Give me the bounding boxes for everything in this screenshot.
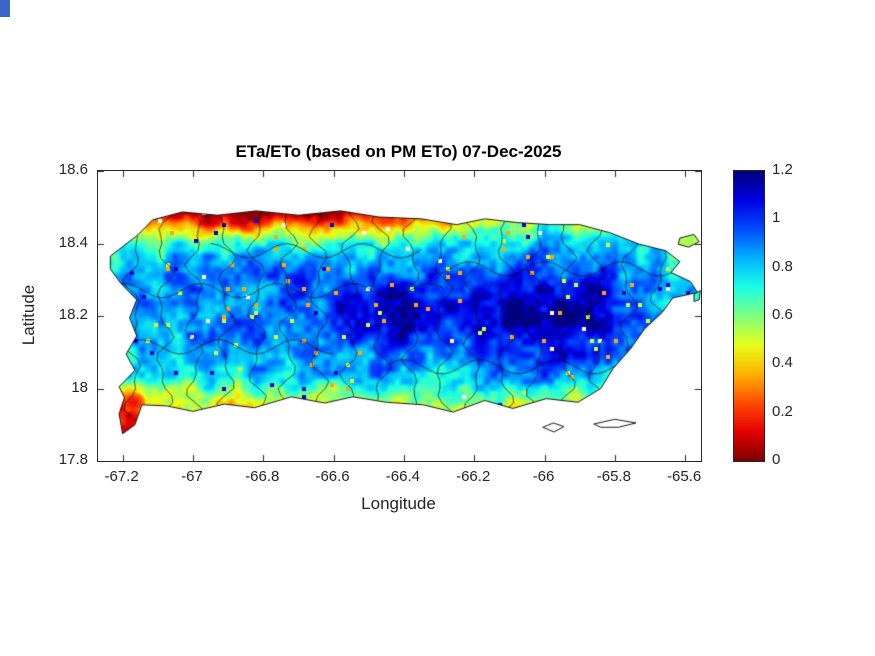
y-tick-label: 17.8 [58,451,88,468]
x-tick-label: -66.4 [385,468,420,485]
x-tick-label: -65.8 [596,468,631,485]
colorbar-tick-label: 0.2 [772,402,793,420]
x-axis-label: Longitude [361,494,436,513]
x-tick-label: -66.2 [456,468,491,485]
plot-area [97,170,702,462]
colorbar-gradient [734,171,764,461]
screen-corner-artifact [0,0,10,17]
x-tick-label: -66.6 [315,468,350,485]
colorbar-tick-label: 0.8 [772,257,793,275]
x-tick-label: -67.2 [104,468,139,485]
heatmap-canvas [98,171,701,461]
y-tick-label: 18 [71,378,88,396]
y-tick-label: 18.4 [58,233,88,251]
x-tick-label: -67 [181,468,203,485]
chart-title: ETa/ETo (based on PM ETo) 07-Dec-2025 [235,142,562,161]
colorbar-tick-label: 0 [772,451,781,468]
colorbar-tick-label: 0.6 [772,306,793,323]
colorbar-tick-label: 0.4 [772,354,793,372]
colorbar [733,170,765,462]
y-tick-label: 18.6 [58,161,88,178]
colorbar-tick-label: 1 [772,209,781,227]
x-tick-label: -66 [532,468,555,485]
y-tick-label: 18.2 [58,306,88,323]
x-tick-label: -65.6 [667,468,702,485]
x-tick-label: -66.8 [245,468,280,485]
colorbar-tick-label: 1.2 [772,161,793,178]
